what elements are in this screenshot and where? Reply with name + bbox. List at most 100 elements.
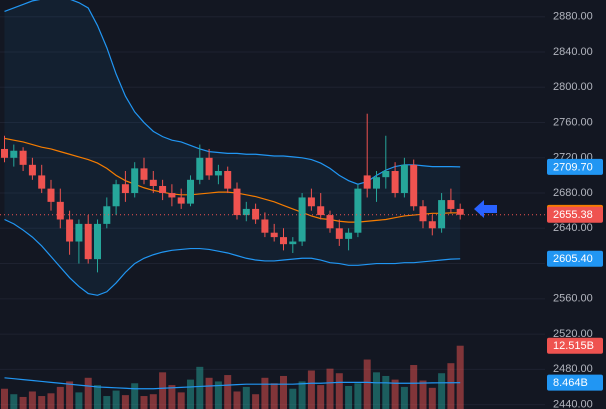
candle-body	[187, 179, 194, 204]
volume-bar	[298, 381, 306, 409]
y-tick-label: 2480.00	[553, 363, 593, 375]
volume-bar	[233, 391, 241, 409]
candle-body	[66, 219, 74, 242]
candle-body	[410, 164, 418, 207]
volume-bar	[1, 388, 8, 409]
volume-bar	[131, 383, 139, 409]
volume-bar	[280, 375, 287, 409]
volume-bar	[447, 363, 455, 409]
price-axis: 2440.002480.002520.002560.002600.002640.…	[547, 11, 603, 409]
candle-body	[280, 237, 287, 245]
y-tick-label: 2680.00	[553, 187, 593, 199]
price-arrow[interactable]	[474, 200, 497, 218]
volume-bar	[345, 386, 353, 409]
price-label-box	[547, 158, 603, 175]
volume-bar	[326, 368, 334, 409]
candle-body	[28, 164, 36, 176]
volume-bar	[400, 386, 408, 409]
candle-body	[335, 228, 343, 239]
candle-body	[307, 197, 315, 207]
band-line	[4, 218, 461, 296]
candle-body	[233, 188, 241, 216]
volume-bar	[121, 395, 129, 409]
candle-body	[242, 208, 250, 216]
plot-area	[0, 0, 545, 409]
y-tick-label: 2800.00	[553, 81, 593, 93]
candle-body	[121, 184, 129, 194]
volume-bar	[363, 359, 371, 409]
candle-body	[140, 168, 148, 180]
candle-body	[400, 164, 408, 194]
candle-body	[261, 219, 269, 233]
candle-body	[214, 171, 222, 176]
volume-bar	[66, 381, 74, 409]
candle-body	[373, 177, 380, 189]
candle-body	[159, 185, 167, 194]
volume-bar	[159, 372, 167, 409]
price-label: 2605.40	[553, 253, 593, 265]
grid	[0, 16, 545, 406]
candle-body	[19, 150, 27, 165]
candle-body	[56, 201, 64, 220]
candle-body	[382, 171, 390, 178]
volume-bar	[205, 377, 213, 409]
candle-body	[94, 223, 101, 260]
volume-bar	[47, 393, 55, 409]
volume-bar	[382, 375, 390, 409]
volume-bar	[10, 394, 18, 409]
candle-body	[177, 197, 185, 204]
volume-bar	[28, 391, 36, 409]
volume-bar	[187, 379, 194, 409]
volume-bar	[84, 377, 92, 409]
volume-bar	[252, 394, 260, 409]
price-label-box	[547, 374, 603, 391]
volume-bar	[112, 390, 120, 409]
candle-body	[419, 206, 427, 222]
candle-body	[1, 148, 8, 158]
volume-bar	[373, 372, 380, 409]
candle-body	[391, 171, 399, 194]
volume-bar	[456, 345, 464, 409]
volume-bar	[168, 385, 176, 409]
volume-bar	[224, 375, 232, 409]
price-label-box	[547, 337, 603, 354]
volume-bar	[289, 388, 297, 409]
volume-bar	[307, 370, 315, 409]
volume-bar	[270, 383, 278, 409]
y-tick-label: 2640.00	[553, 222, 593, 234]
candle-body	[168, 193, 176, 198]
candle-body	[205, 157, 213, 176]
candle-body	[428, 221, 436, 229]
price-label: 2655.38	[553, 209, 593, 221]
volume-bar	[177, 392, 185, 409]
price-label: 2709.70	[553, 161, 593, 173]
candle-body	[289, 241, 297, 245]
volume-bar	[75, 392, 83, 409]
y-tick-label: 2760.00	[553, 116, 593, 128]
volume-bar	[242, 386, 250, 409]
candle-body	[456, 208, 464, 215]
price-label: 12.515B	[553, 340, 594, 352]
candle-body	[326, 215, 334, 229]
volume-bar	[261, 377, 269, 409]
candle-body	[84, 223, 92, 260]
volume-bar	[419, 380, 427, 409]
candle-body	[10, 150, 18, 158]
candle-body	[103, 206, 111, 224]
candle-body	[47, 188, 55, 202]
candle-body	[317, 206, 325, 216]
volume-bar	[354, 383, 362, 409]
candle-body	[112, 184, 120, 207]
candle-body	[298, 197, 306, 242]
volume-bar	[410, 365, 418, 409]
price-label-box	[547, 206, 603, 223]
price-label-box	[547, 250, 603, 267]
volume-bar	[335, 373, 343, 409]
y-tick-label: 2560.00	[553, 293, 593, 305]
volume-bar	[391, 379, 399, 409]
band-line	[4, 137, 461, 223]
volume-bar	[94, 385, 101, 409]
y-tick-label: 2440.00	[553, 398, 593, 409]
